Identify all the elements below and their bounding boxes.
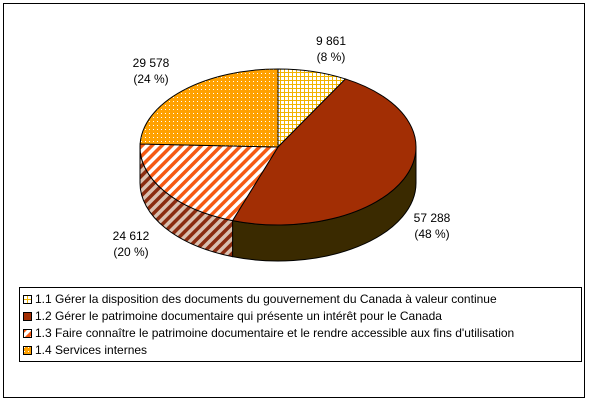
legend-item-1-4: 1.4 Services internes <box>23 342 581 359</box>
slice-percent: (48 %) <box>414 227 450 241</box>
legend-item-1-3: 1.3 Faire connaître le patrimoine docume… <box>23 325 581 342</box>
pie-chart <box>139 68 417 262</box>
pie-slice-3 <box>139 143 279 222</box>
pie-slice-2 <box>231 78 417 226</box>
legend-label: 1.1 Gérer la disposition des documents d… <box>35 292 497 306</box>
slice-value: 57 288 <box>413 211 451 225</box>
legend-item-1-1: 1.1 Gérer la disposition des documents d… <box>23 291 581 308</box>
slice-label-1-1: 9 861 (8 %) <box>304 33 358 65</box>
pie-slice-4 <box>139 68 279 148</box>
legend-swatch-diagonal <box>23 329 32 338</box>
legend-swatch-grid <box>23 295 32 304</box>
slice-label-1-3: 24 612 (20 %) <box>104 228 158 260</box>
slice-percent: (20 %) <box>113 245 149 259</box>
slice-value: 9 861 <box>315 34 347 48</box>
legend-item-1-2: 1.2 Gérer le patrimoine documentaire qui… <box>23 308 581 325</box>
legend-label: 1.2 Gérer le patrimoine documentaire qui… <box>35 309 442 323</box>
pie-tops <box>139 68 417 226</box>
legend-label: 1.3 Faire connaître le patrimoine docume… <box>35 326 515 340</box>
slice-percent: (8 %) <box>316 50 346 64</box>
legend: 1.1 Gérer la disposition des documents d… <box>19 287 582 362</box>
chart-frame: 9 861 (8 %) 57 288 (48 %) 24 612 (20 %) … <box>3 3 585 398</box>
legend-swatch-solid <box>23 312 32 321</box>
legend-swatch-dots <box>23 346 32 355</box>
slice-label-1-4: 29 578 (24 %) <box>124 55 178 87</box>
slice-value: 24 612 <box>112 229 150 243</box>
legend-label: 1.4 Services internes <box>35 343 148 357</box>
slice-value: 29 578 <box>132 56 170 70</box>
slice-percent: (24 %) <box>133 72 169 86</box>
slice-label-1-2: 57 288 (48 %) <box>405 210 459 242</box>
